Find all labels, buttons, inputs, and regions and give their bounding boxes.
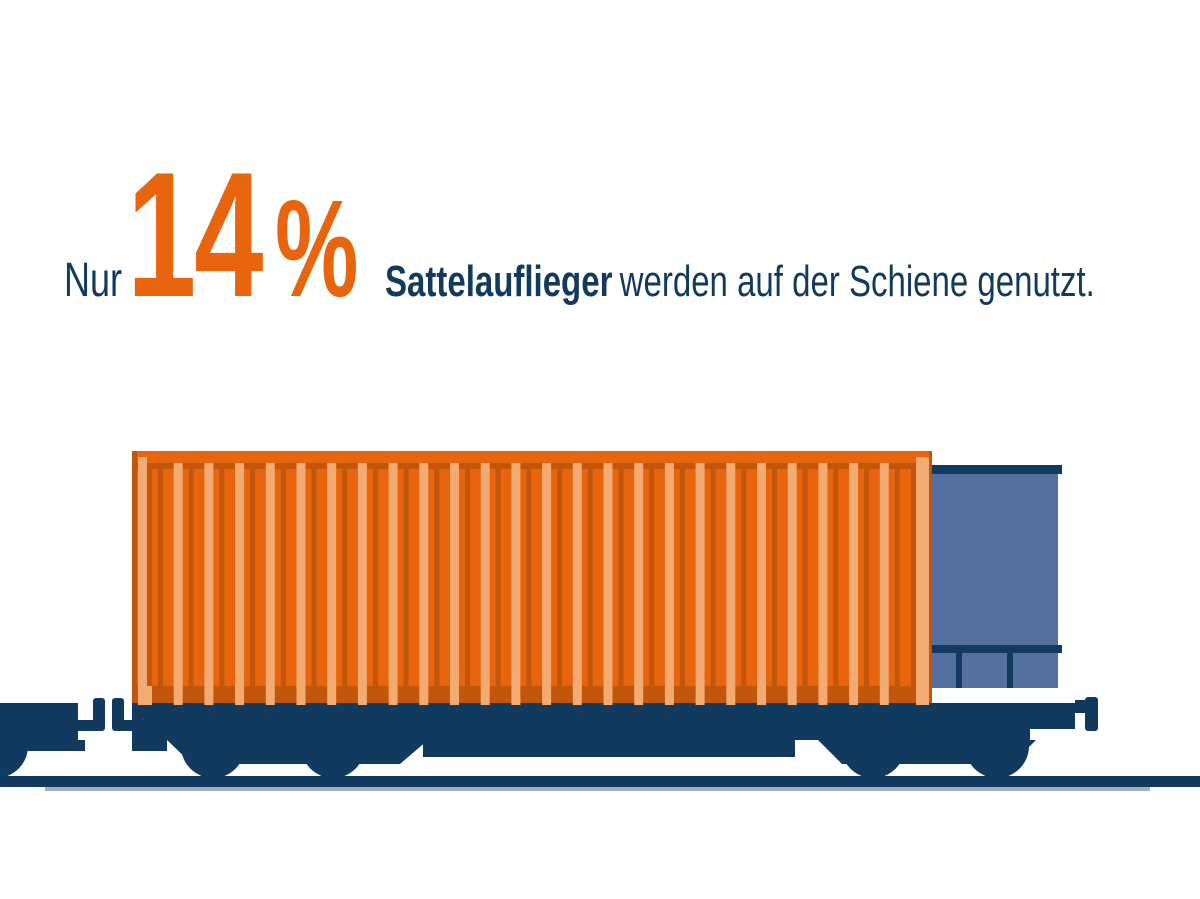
wheel-3 — [841, 714, 905, 778]
container-rib-shadow — [864, 469, 870, 686]
wheel-2 — [301, 714, 365, 778]
statistic-unit: % — [275, 172, 359, 326]
adjacent-wagon-coupling — [0, 698, 105, 778]
adjacent-wagon-wheel — [0, 714, 28, 778]
container-rib — [480, 463, 490, 705]
container-rib-shadow — [710, 469, 716, 686]
container-rib — [511, 463, 521, 705]
container-roof-shadow — [132, 463, 932, 469]
statistic-value: 14 — [127, 135, 263, 334]
adjacent-buffer-stem — [78, 720, 95, 731]
container-rib-shadow — [372, 469, 378, 686]
container-rib — [173, 463, 183, 705]
container-rib-shadow — [280, 469, 286, 686]
container-rib — [419, 463, 429, 705]
container-rib-shadow — [679, 469, 685, 686]
wagon-platform — [132, 703, 1075, 740]
container-rib-shadow — [894, 469, 900, 686]
trailer-tarp-body — [932, 473, 1058, 645]
container-rib — [327, 463, 337, 705]
container-rib — [787, 463, 797, 705]
container-rib-shadow — [526, 469, 532, 686]
platform-notch-right — [1030, 729, 1075, 740]
rail-track — [0, 776, 1200, 791]
container-rib-shadow — [342, 469, 348, 686]
container-rib-shadow — [772, 469, 777, 686]
container-rib — [664, 463, 674, 705]
container-post-shadow-right — [911, 463, 916, 686]
container-edge-left — [132, 451, 137, 703]
container-rib — [450, 463, 459, 705]
container-rib — [265, 463, 275, 705]
headline-emphasis: Sattelauflieger — [385, 257, 613, 306]
container-corner-post-right — [916, 457, 929, 705]
semi-trailer — [932, 465, 1062, 688]
container-rib — [542, 463, 552, 705]
center-sill — [423, 740, 795, 757]
container-rib-shadow — [649, 469, 655, 686]
container-rib-shadow — [495, 469, 501, 686]
wheel-1 — [181, 714, 245, 778]
container-rib-shadow — [557, 469, 563, 686]
container-rib-shadow — [465, 469, 470, 686]
container-rib — [357, 463, 367, 705]
container-corner-post-left — [138, 457, 147, 705]
container-rib-shadow — [802, 469, 808, 686]
container-rib — [204, 463, 214, 705]
container-rib — [603, 463, 613, 705]
container-rib — [818, 463, 828, 705]
headline-sentence: Sattelauflieger werden auf der Schiene ge… — [385, 260, 1095, 304]
container-edge-right — [929, 451, 932, 703]
buffer-plate-right — [1085, 697, 1098, 731]
cargo-container — [132, 451, 932, 705]
container-rib-shadow — [741, 469, 747, 686]
container-bottom-band — [132, 686, 932, 703]
container-rib-shadow — [250, 469, 256, 686]
adjacent-wagon-step — [22, 740, 85, 751]
container-rib — [634, 463, 644, 705]
headline-suffix: werden auf der Schiene genutzt. — [619, 257, 1095, 306]
trailer-skirt-divider-1 — [956, 653, 962, 688]
container-post-shadow-left — [147, 463, 152, 686]
container-rib — [757, 463, 766, 705]
container-rib-shadow — [587, 469, 593, 686]
buffer-plate-left — [112, 698, 124, 731]
container-rib-shadow — [188, 469, 194, 686]
trailer-skirt-divider-2 — [1007, 653, 1013, 688]
container-rib — [849, 463, 859, 705]
container-rib-shadow — [219, 469, 225, 686]
flatcar-wagon — [112, 697, 1098, 778]
container-rib-shadow — [833, 469, 839, 686]
container-rib — [572, 463, 582, 705]
container-body — [132, 451, 932, 703]
container-rib — [695, 463, 705, 705]
container-rib-shadow — [618, 469, 624, 686]
container-rib — [726, 463, 736, 705]
container-rib-shadow — [403, 469, 409, 686]
container-rib-shadow — [434, 469, 440, 686]
wagon-step-left — [132, 740, 167, 751]
trailer-bottom-rail — [932, 645, 1062, 653]
headline: Nur 14 % Sattelauflieger werden auf der S… — [64, 146, 1200, 324]
container-rib — [235, 463, 245, 705]
trailer-skirt — [932, 653, 1058, 688]
container-rib — [879, 463, 889, 705]
wheel-4 — [965, 714, 1029, 778]
rail-shadow-line — [45, 787, 1150, 791]
container-rib — [296, 463, 306, 705]
headline-prefix: Nur — [64, 254, 123, 307]
rail-line — [0, 776, 1200, 787]
adjacent-buffer-plate — [93, 698, 105, 731]
container-rib-shadow — [158, 469, 163, 686]
container-rib-shadow — [311, 469, 317, 686]
buffer-stem-left — [122, 720, 134, 731]
container-rib — [388, 463, 398, 705]
buffer-stem-right — [1075, 700, 1087, 713]
trailer-roof-rail — [932, 465, 1062, 474]
